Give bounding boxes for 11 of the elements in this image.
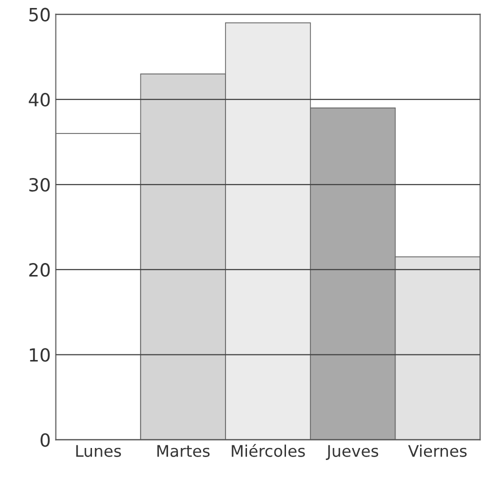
x-tick-label: Martes <box>157 445 210 457</box>
y-tick-label: 0 <box>40 433 50 447</box>
x-tick-label: Jueves <box>326 445 378 460</box>
y-tick-label: 50 <box>29 8 50 22</box>
x-tick-label: Viernes <box>408 444 467 457</box>
y-tick-label: 10 <box>30 348 50 362</box>
y-tick-label: 30 <box>29 178 50 192</box>
x-tick-label: Miércoles <box>232 444 305 457</box>
x-tick-label: Lunes <box>76 445 121 457</box>
y-tick-label: 20 <box>29 263 50 277</box>
y-tick-label: 40 <box>28 92 50 107</box>
